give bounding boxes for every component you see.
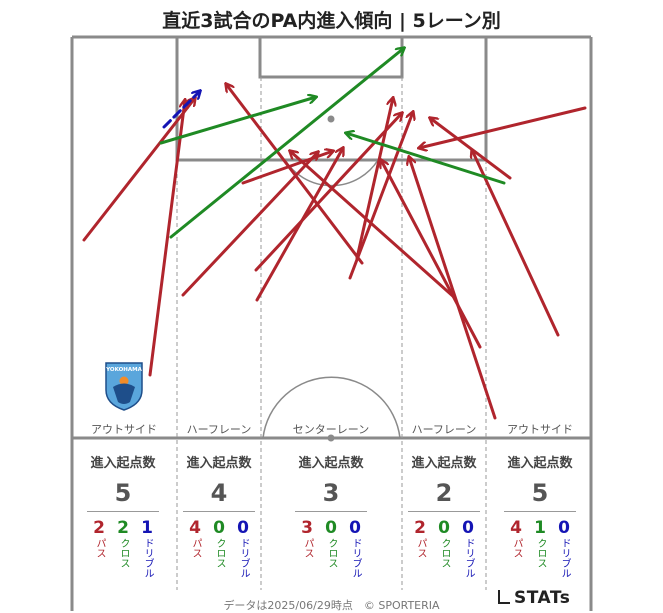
chart-title: 直近3試合のPA内進入傾向 | 5レーン別 [162,10,501,32]
cross-count: 1 [534,518,546,538]
penalty-area [175,37,488,162]
stats-divider [504,511,576,512]
cross-arrow-18 [346,133,506,185]
brand-logo: STATs [498,588,570,608]
pass-count: 2 [93,518,105,538]
pass-label: パス [190,538,201,558]
pass-arrow-10 [290,151,457,300]
pass-arrow-11 [381,160,482,349]
pass-label: パス [415,538,426,558]
cross-arrow-16 [159,97,316,145]
dribble-count: 0 [558,518,570,538]
pass-arrow-7 [226,84,364,265]
lane-stats-left-outside: 進入起点数 5 2 パス 2 クロス 1 ドリブル [73,452,173,578]
dribble-count: 0 [349,518,361,538]
cross-arrow-17 [169,48,404,239]
dribble-count: 0 [462,518,474,538]
cross-count: 0 [213,518,225,538]
dribble-label: ドリブル [559,538,570,578]
pitch-lines [70,35,593,611]
pass-arrow-5 [254,113,402,272]
stats-heading: 進入起点数 [186,456,252,471]
brand-name: STATs [514,588,571,608]
stats-total: 2 [435,479,453,507]
dribble-arrow-19 [162,91,200,129]
footer-credit: データは2025/06/29時点 © SPORTERIA [223,599,440,612]
dribble-count: 1 [141,518,153,538]
cross-count: 0 [325,518,337,538]
svg-text:YOKOHAMA: YOKOHAMA [105,367,142,373]
lane-label-left-outside: アウトサイド [91,423,157,436]
centre-circle [262,376,401,439]
lane-label-left-half: ハーフレーン [186,423,252,436]
pass-label: パス [94,538,105,558]
stats-heading: 進入起点数 [298,456,364,471]
pass-arrow-2 [148,100,185,377]
cross-label: クロス [326,538,337,568]
stats-total: 4 [210,479,228,507]
stats-divider [408,511,480,512]
pass-arrow-12 [409,157,497,420]
pass-label: パス [302,538,313,558]
pass-count: 4 [510,518,522,538]
entry-arrows [82,48,587,420]
dribble-label: ドリブル [463,538,474,578]
stats-divider [295,511,367,512]
stats-total: 5 [114,479,132,507]
cross-count: 0 [438,518,450,538]
dribble-label: ドリブル [142,538,153,578]
stats-heading: 進入起点数 [90,456,156,471]
cross-label: クロス [535,538,546,568]
pass-arrow-8 [355,98,393,260]
pass-arrow-9 [348,112,413,280]
pass-arrow-14 [430,118,512,180]
pass-count: 3 [301,518,313,538]
lane-label-right-half: ハーフレーン [411,423,477,436]
lane-stats-center: 進入起点数 3 3 パス 0 クロス 0 ドリブル [281,452,381,578]
lane-label-center: センターレーン [292,423,370,436]
cross-label: クロス [439,538,450,568]
pass-count: 2 [414,518,426,538]
pass-count: 4 [189,518,201,538]
penalty-arc [284,159,379,187]
stats-total: 5 [531,479,549,507]
dribble-count: 0 [237,518,249,538]
stats-total: 3 [322,479,340,507]
lane-stats-right-half: 進入起点数 2 2 パス 0 クロス 0 ドリブル [394,452,494,578]
pass-label: パス [511,538,522,558]
goal-area [258,37,404,79]
centre-spot [327,434,335,442]
stats-divider [183,511,255,512]
dribble-label: ドリブル [350,538,361,578]
cross-label: クロス [214,538,225,568]
lane-stats-right-outside: 進入起点数 5 4 パス 1 クロス 0 ドリブル [490,452,590,578]
club-badge: YOKOHAMA [105,362,143,411]
brand-mark-icon [498,590,510,604]
pass-arrow-1 [82,98,195,242]
cross-label: クロス [118,538,129,568]
lane-stats-left-half: 進入起点数 4 4 パス 0 クロス 0 ドリブル [169,452,269,578]
stats-heading: 進入起点数 [507,456,573,471]
dribble-label: ドリブル [238,538,249,578]
pass-arrow-13 [472,150,560,337]
cross-count: 2 [117,518,129,538]
stats-heading: 進入起点数 [411,456,477,471]
penalty-spot [327,115,335,123]
lane-label-right-outside: アウトサイド [507,423,573,436]
stats-divider [87,511,159,512]
pass-arrow-15 [419,106,587,148]
